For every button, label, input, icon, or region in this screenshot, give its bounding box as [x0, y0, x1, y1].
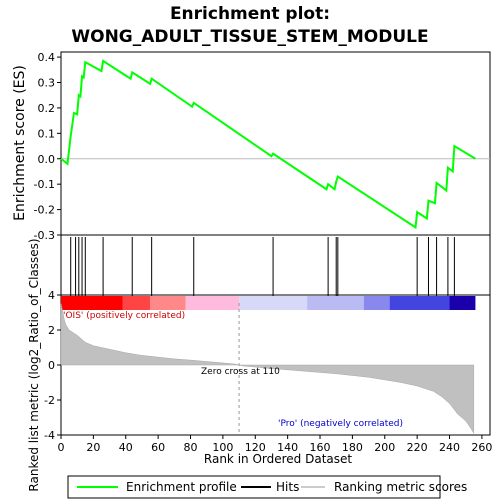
xtick-label: 240	[439, 441, 460, 454]
ranked-metric-area	[60, 303, 475, 435]
xtick-label: 80	[184, 441, 198, 454]
es-panel	[60, 51, 491, 236]
x-axis-label: Rank in Ordered Dataset	[204, 452, 352, 466]
heat-segment	[363, 296, 390, 310]
heat-segment	[389, 296, 450, 310]
es-ticks: 0.4 0.3 0.2 0.1 0.0 -0.1 -0.2 -0.3	[34, 51, 490, 242]
xtick-label: 60	[151, 441, 165, 454]
metric-ytick-label: 0	[48, 359, 55, 372]
heat-bar	[61, 296, 476, 310]
es-series-line	[60, 59, 476, 230]
es-ytick-label: 0.2	[38, 102, 56, 115]
es-ytick-label: -0.2	[34, 204, 55, 217]
xtick-label: 120	[245, 441, 266, 454]
metric-ytick-label: -2	[44, 394, 55, 407]
heat-segment	[449, 296, 476, 310]
metric-ytick-label: -4	[44, 429, 55, 442]
es-ytick-label: 0.3	[38, 77, 56, 90]
metric-ytick-label: 2	[48, 324, 55, 337]
hits-panel	[60, 234, 491, 296]
enrichment-profile-line	[60, 59, 476, 230]
heat-segment	[185, 296, 240, 310]
es-axis-label: Enrichment score (ES)	[12, 65, 28, 221]
xtick-label: 40	[119, 441, 133, 454]
es-ytick-label: -0.3	[34, 229, 55, 242]
positive-label: 'OIS' (positively correlated)	[63, 311, 185, 321]
heat-segment	[150, 296, 186, 310]
xtick-label: 20	[86, 441, 100, 454]
metric-ytick-label: 4	[48, 289, 55, 302]
metric-area	[60, 303, 475, 435]
heat-segment	[239, 296, 308, 310]
metric-ticks: 4 2 0 -2 -4	[44, 289, 61, 442]
heat-segment	[307, 296, 364, 310]
es-ytick-label: 0.1	[38, 127, 56, 140]
xtick-label: 140	[277, 441, 298, 454]
xtick-label: 0	[58, 441, 65, 454]
xtick-label: 180	[342, 441, 363, 454]
heat-segment	[122, 296, 151, 310]
es-ytick-label: -0.1	[34, 178, 55, 191]
xtick-label: 160	[310, 441, 331, 454]
hit-markers	[70, 237, 455, 296]
metric-axis-label: Ranked list metric (log2_Ratio_of_Classe…	[27, 238, 41, 491]
x-axis-ticks: 0 20 40 60 80 100 120 140 160 180 200 220 240 260	[58, 435, 492, 454]
zero-cross-label: Zero cross at 110	[201, 367, 280, 377]
legend-label-metric: Ranking metric scores	[334, 480, 467, 494]
negative-label: 'Pro' (negatively correlated)	[278, 419, 403, 429]
chart-title: Enrichment plot:	[170, 4, 330, 24]
xtick-label: 260	[471, 441, 492, 454]
chart-subtitle: WONG_ADULT_TISSUE_STEM_MODULE	[71, 27, 428, 47]
heat-segment	[61, 296, 123, 310]
es-ytick-label: 0.0	[38, 153, 56, 166]
legend-label-hits: Hits	[276, 480, 299, 494]
es-ytick-label: 0.4	[38, 51, 56, 64]
xtick-label: 200	[374, 441, 395, 454]
xtick-label: 100	[212, 441, 233, 454]
legend-label-profile: Enrichment profile	[126, 480, 237, 494]
xtick-label: 220	[407, 441, 428, 454]
